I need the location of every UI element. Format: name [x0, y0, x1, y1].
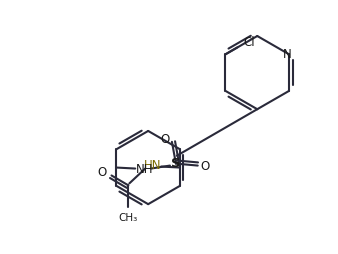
Text: Cl: Cl: [243, 36, 255, 49]
Text: NH: NH: [136, 163, 153, 176]
Text: N: N: [283, 48, 291, 61]
Text: CH₃: CH₃: [119, 213, 138, 223]
Text: S: S: [171, 157, 181, 170]
Text: O: O: [160, 133, 170, 146]
Text: O: O: [97, 166, 106, 179]
Text: HN: HN: [143, 159, 161, 172]
Text: O: O: [200, 160, 209, 173]
